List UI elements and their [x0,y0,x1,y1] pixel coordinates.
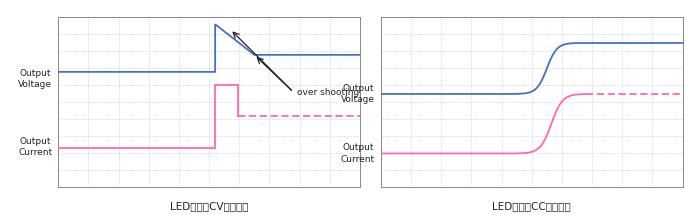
Text: LED负载，CV优先模式: LED负载，CV优先模式 [170,201,248,211]
Text: Output
Current: Output Current [341,143,375,164]
Text: over shooting: over shooting [296,88,359,97]
Text: Output
Voltage: Output Voltage [341,84,375,104]
Text: Output
Current: Output Current [18,137,52,157]
Text: Output
Voltage: Output Voltage [19,69,52,89]
Text: LED负载，CC优先模式: LED负载，CC优先模式 [493,201,571,211]
